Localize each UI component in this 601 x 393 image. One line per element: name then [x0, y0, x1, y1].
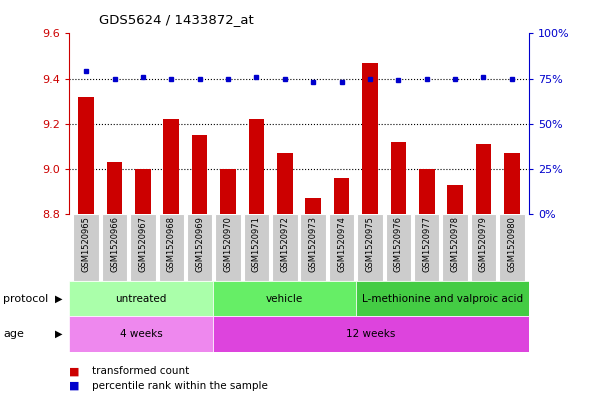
- Bar: [391, 142, 406, 214]
- Bar: [362, 63, 378, 214]
- Bar: [159, 214, 184, 281]
- Bar: [475, 144, 491, 214]
- Text: GDS5624 / 1433872_at: GDS5624 / 1433872_at: [99, 13, 254, 26]
- Text: GSM1520977: GSM1520977: [423, 216, 431, 272]
- Bar: [69, 281, 213, 316]
- Text: L-methionine and valproic acid: L-methionine and valproic acid: [362, 294, 523, 304]
- Bar: [69, 316, 213, 352]
- Text: 4 weeks: 4 weeks: [120, 329, 162, 339]
- Bar: [213, 316, 529, 352]
- Bar: [249, 119, 264, 214]
- Bar: [419, 169, 435, 214]
- Bar: [499, 214, 525, 281]
- Text: transformed count: transformed count: [92, 366, 189, 376]
- Bar: [243, 214, 269, 281]
- Text: ■: ■: [69, 381, 79, 391]
- Text: GSM1520968: GSM1520968: [167, 216, 175, 272]
- Text: GSM1520969: GSM1520969: [195, 216, 204, 272]
- Bar: [504, 153, 520, 214]
- Bar: [471, 214, 496, 281]
- Bar: [300, 214, 326, 281]
- Bar: [356, 281, 529, 316]
- Bar: [102, 214, 127, 281]
- Bar: [163, 119, 179, 214]
- Text: 12 weeks: 12 weeks: [346, 329, 395, 339]
- Text: ■: ■: [69, 366, 79, 376]
- Bar: [442, 214, 468, 281]
- Text: GSM1520971: GSM1520971: [252, 216, 261, 272]
- Text: percentile rank within the sample: percentile rank within the sample: [92, 381, 268, 391]
- Text: GSM1520966: GSM1520966: [110, 216, 119, 272]
- Text: GSM1520975: GSM1520975: [365, 216, 374, 272]
- Bar: [192, 135, 207, 214]
- Bar: [277, 153, 293, 214]
- Text: GSM1520973: GSM1520973: [309, 216, 318, 272]
- Text: GSM1520965: GSM1520965: [82, 216, 91, 272]
- Text: untreated: untreated: [115, 294, 166, 304]
- Text: GSM1520978: GSM1520978: [451, 216, 460, 272]
- Bar: [305, 198, 321, 214]
- Bar: [213, 281, 356, 316]
- Text: GSM1520979: GSM1520979: [479, 216, 488, 272]
- Bar: [414, 214, 439, 281]
- Bar: [135, 169, 151, 214]
- Bar: [272, 214, 297, 281]
- Text: GSM1520967: GSM1520967: [138, 216, 147, 272]
- Text: GSM1520980: GSM1520980: [507, 216, 516, 272]
- Bar: [215, 214, 241, 281]
- Text: protocol: protocol: [3, 294, 48, 304]
- Text: GSM1520976: GSM1520976: [394, 216, 403, 272]
- Bar: [220, 169, 236, 214]
- Text: age: age: [3, 329, 24, 339]
- Bar: [386, 214, 411, 281]
- Bar: [334, 178, 349, 214]
- Bar: [329, 214, 355, 281]
- Bar: [107, 162, 123, 214]
- Text: ▶: ▶: [55, 329, 62, 339]
- Text: GSM1520974: GSM1520974: [337, 216, 346, 272]
- Bar: [357, 214, 383, 281]
- Bar: [73, 214, 99, 281]
- Bar: [78, 97, 94, 214]
- Bar: [447, 185, 463, 214]
- Bar: [130, 214, 156, 281]
- Bar: [187, 214, 212, 281]
- Text: vehicle: vehicle: [266, 294, 304, 304]
- Text: GSM1520970: GSM1520970: [224, 216, 233, 272]
- Text: ▶: ▶: [55, 294, 62, 304]
- Text: GSM1520972: GSM1520972: [280, 216, 289, 272]
